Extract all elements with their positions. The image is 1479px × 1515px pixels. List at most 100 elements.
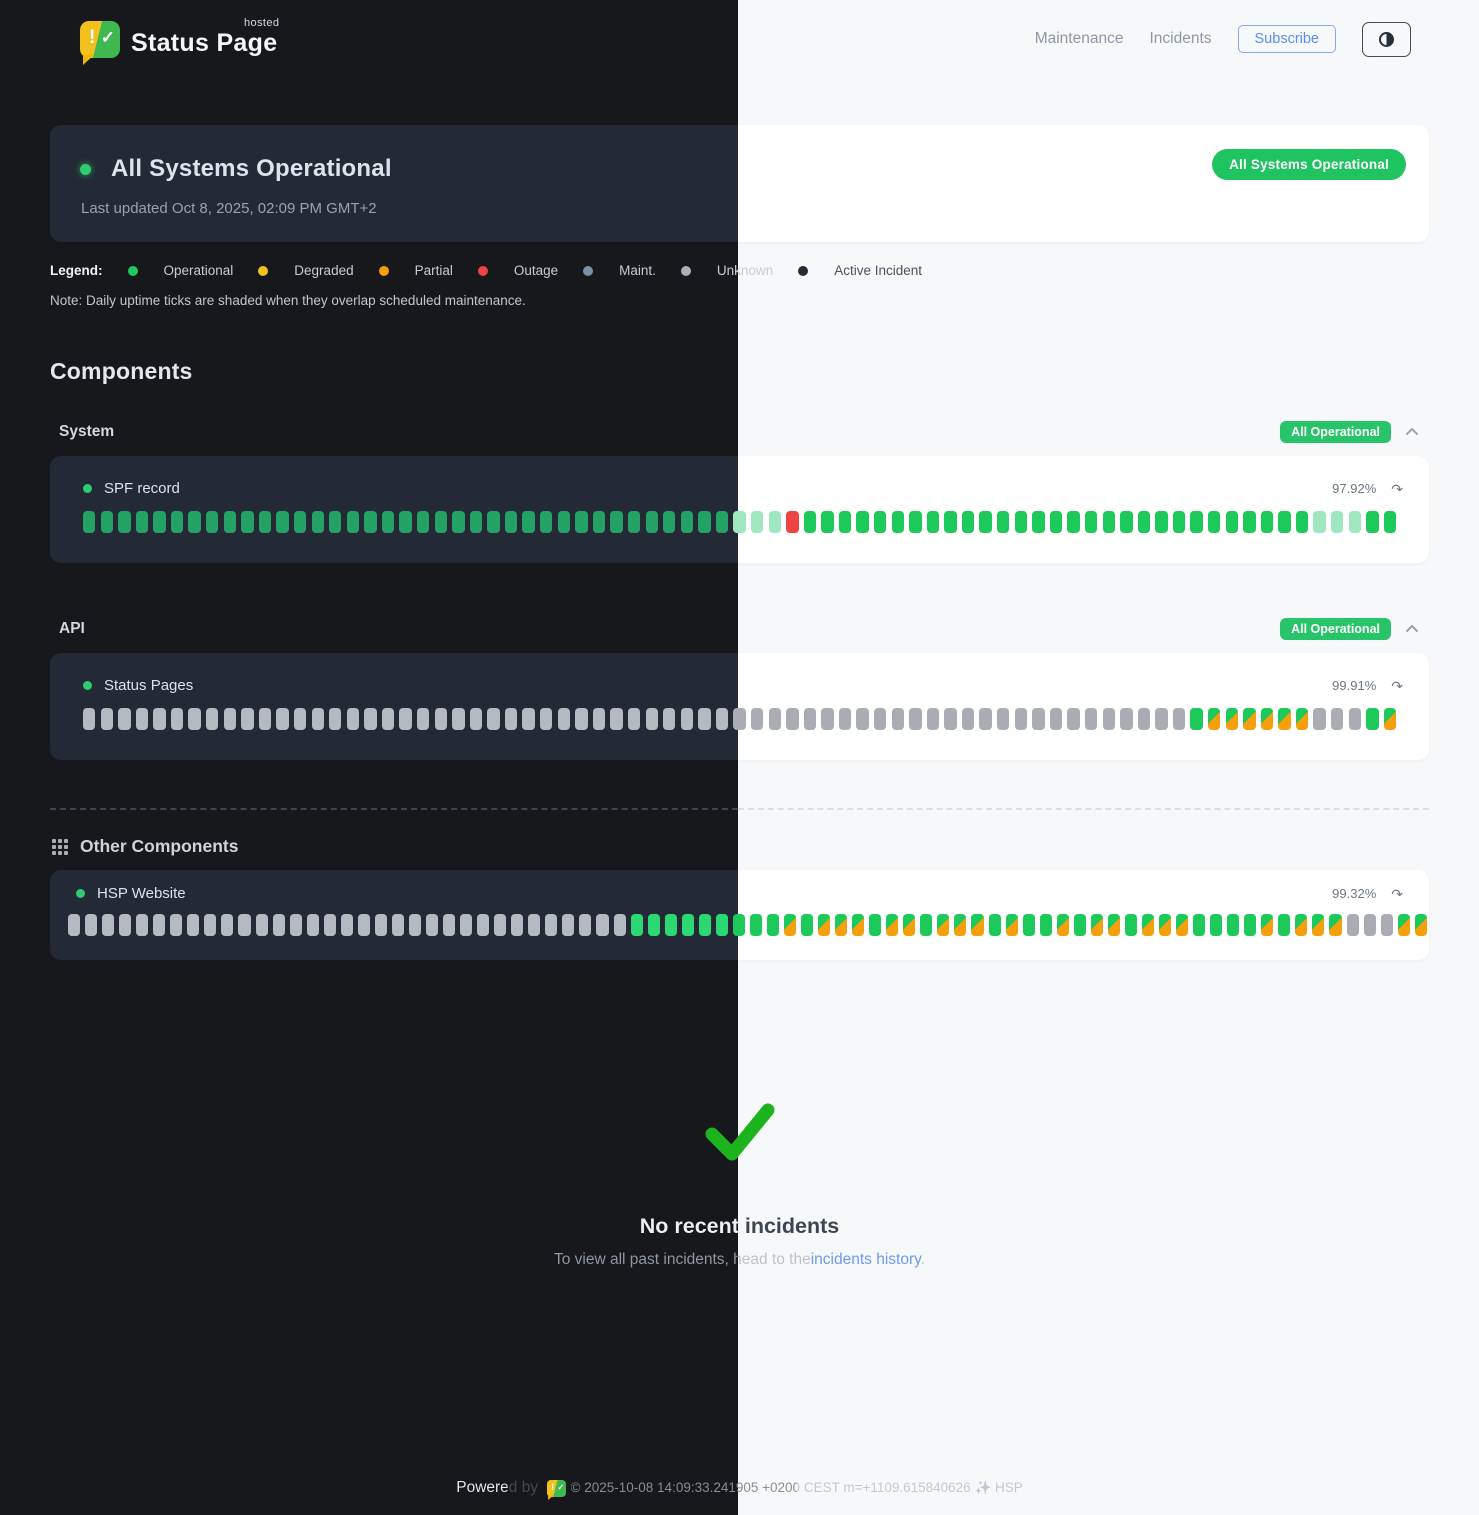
uptime-tick[interactable] — [1227, 914, 1240, 936]
uptime-tick[interactable] — [272, 914, 285, 936]
uptime-tick[interactable] — [664, 914, 677, 936]
uptime-tick[interactable] — [399, 708, 412, 730]
subscribe-button[interactable]: Subscribe — [1237, 25, 1336, 53]
uptime-tick[interactable] — [1124, 914, 1137, 936]
uptime-tick[interactable] — [562, 914, 575, 936]
uptime-tick[interactable] — [801, 914, 814, 936]
uptime-tick[interactable] — [540, 511, 553, 533]
uptime-tick[interactable] — [1039, 914, 1052, 936]
uptime-tick[interactable] — [1363, 914, 1376, 936]
uptime-tick[interactable] — [238, 914, 251, 936]
uptime-tick[interactable] — [346, 708, 360, 730]
uptime-tick[interactable] — [153, 914, 166, 936]
uptime-tick[interactable] — [469, 708, 483, 730]
uptime-tick[interactable] — [1159, 914, 1172, 936]
uptime-tick[interactable] — [323, 914, 336, 936]
uptime-tick[interactable] — [408, 914, 421, 936]
uptime-tick[interactable] — [223, 511, 237, 533]
uptime-tick[interactable] — [1383, 708, 1397, 730]
uptime-tick[interactable] — [891, 511, 904, 533]
uptime-tick[interactable] — [381, 708, 395, 730]
uptime-tick[interactable] — [1261, 914, 1274, 936]
uptime-tick[interactable] — [83, 708, 96, 730]
uptime-tick[interactable] — [135, 511, 149, 533]
uptime-tick[interactable] — [1244, 914, 1257, 936]
uptime-tick[interactable] — [944, 511, 957, 533]
uptime-tick[interactable] — [698, 708, 711, 730]
uptime-tick[interactable] — [733, 708, 746, 730]
uptime-tick[interactable] — [1090, 914, 1103, 936]
uptime-tick[interactable] — [596, 914, 609, 936]
uptime-tick[interactable] — [1295, 914, 1308, 936]
uptime-tick[interactable] — [1225, 708, 1238, 730]
uptime-tick[interactable] — [1313, 708, 1326, 730]
uptime-tick[interactable] — [575, 511, 588, 533]
uptime-tick[interactable] — [1397, 914, 1410, 936]
uptime-tick[interactable] — [783, 914, 797, 936]
uptime-tick[interactable] — [749, 914, 762, 936]
uptime-tick[interactable] — [511, 914, 524, 936]
uptime-tick[interactable] — [83, 511, 96, 533]
uptime-tick[interactable] — [1346, 914, 1359, 936]
uptime-tick[interactable] — [434, 708, 447, 730]
uptime-tick[interactable] — [357, 914, 370, 936]
uptime-tick[interactable] — [838, 708, 852, 730]
uptime-tick[interactable] — [504, 708, 518, 730]
uptime-tick[interactable] — [346, 511, 360, 533]
uptime-tick[interactable] — [627, 511, 641, 533]
uptime-tick[interactable] — [645, 511, 658, 533]
uptime-tick[interactable] — [750, 511, 764, 533]
uptime-tick[interactable] — [1210, 914, 1223, 936]
uptime-tick[interactable] — [170, 914, 183, 936]
uptime-tick[interactable] — [1193, 914, 1206, 936]
uptime-tick[interactable] — [276, 708, 289, 730]
uptime-tick[interactable] — [258, 511, 272, 533]
uptime-tick[interactable] — [469, 511, 483, 533]
uptime-tick[interactable] — [680, 708, 694, 730]
uptime-tick[interactable] — [504, 511, 518, 533]
uptime-tick[interactable] — [750, 708, 764, 730]
uptime-tick[interactable] — [1022, 914, 1035, 936]
uptime-tick[interactable] — [340, 914, 353, 936]
uptime-tick[interactable] — [153, 708, 166, 730]
uptime-tick[interactable] — [786, 511, 799, 533]
uptime-tick[interactable] — [1067, 511, 1080, 533]
uptime-tick[interactable] — [698, 511, 711, 533]
uptime-tick[interactable] — [920, 914, 933, 936]
uptime-tick[interactable] — [1190, 511, 1203, 533]
uptime-tick[interactable] — [768, 708, 781, 730]
uptime-tick[interactable] — [1366, 708, 1379, 730]
uptime-tick[interactable] — [680, 511, 694, 533]
uptime-tick[interactable] — [997, 511, 1010, 533]
uptime-tick[interactable] — [258, 708, 272, 730]
uptime-tick[interactable] — [647, 914, 660, 936]
uptime-tick[interactable] — [170, 708, 184, 730]
uptime-tick[interactable] — [715, 708, 729, 730]
uptime-tick[interactable] — [803, 708, 817, 730]
uptime-tick[interactable] — [1278, 708, 1291, 730]
uptime-tick[interactable] — [68, 914, 81, 936]
nav-maintenance-link[interactable]: Maintenance — [1034, 30, 1124, 47]
uptime-tick[interactable] — [1102, 708, 1115, 730]
uptime-tick[interactable] — [1348, 708, 1362, 730]
uptime-tick[interactable] — [645, 708, 658, 730]
uptime-tick[interactable] — [364, 511, 377, 533]
uptime-tick[interactable] — [818, 914, 831, 936]
uptime-tick[interactable] — [522, 708, 535, 730]
uptime-tick[interactable] — [1032, 511, 1045, 533]
uptime-tick[interactable] — [545, 914, 558, 936]
chevron-up-icon[interactable] — [1404, 621, 1420, 637]
uptime-tick[interactable] — [909, 511, 922, 533]
uptime-tick[interactable] — [1329, 914, 1342, 936]
uptime-tick[interactable] — [276, 511, 289, 533]
uptime-tick[interactable] — [961, 511, 975, 533]
uptime-tick[interactable] — [425, 914, 439, 936]
uptime-tick[interactable] — [715, 511, 729, 533]
uptime-tick[interactable] — [1208, 708, 1221, 730]
uptime-tick[interactable] — [766, 914, 779, 936]
uptime-tick[interactable] — [188, 708, 201, 730]
uptime-tick[interactable] — [1172, 708, 1186, 730]
theme-toggle-button[interactable] — [1362, 21, 1411, 57]
uptime-tick[interactable] — [416, 511, 430, 533]
uptime-tick[interactable] — [399, 511, 412, 533]
